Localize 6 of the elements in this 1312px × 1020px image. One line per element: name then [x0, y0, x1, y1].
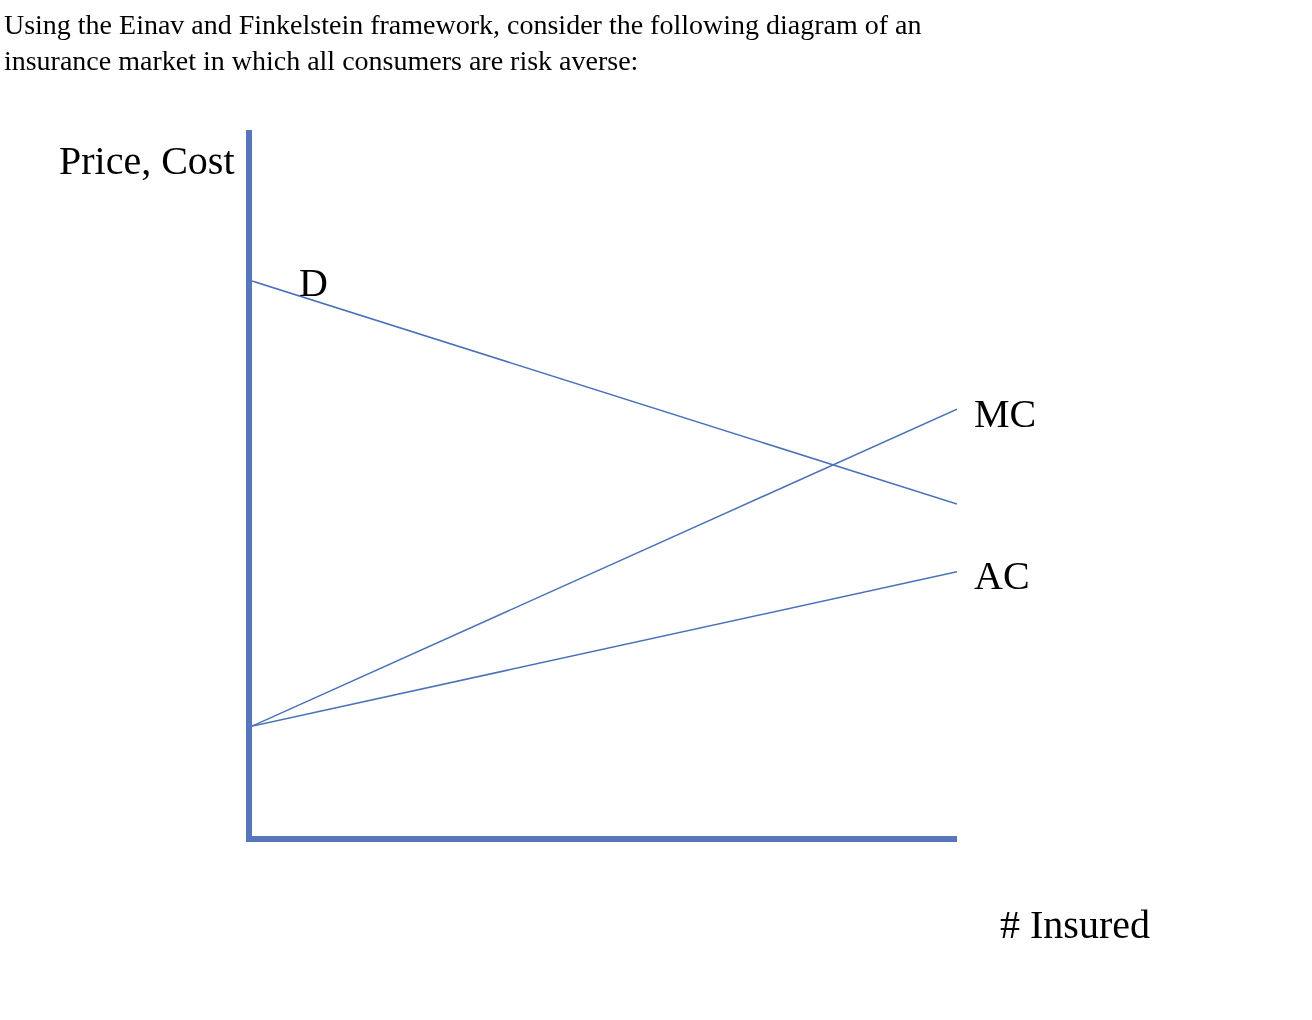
y-axis-title: Price, Cost [59, 138, 235, 183]
series-label: MC [974, 391, 1037, 436]
x-axis-title: # Insured [1000, 902, 1150, 947]
series-label: AC [974, 553, 1030, 598]
series-label: D [299, 260, 328, 305]
chart-title: Using the Einav and Finkelstein framework, consider the following diagram of an insurance market in which all consumers are risk averse: [3, 8, 922, 76]
